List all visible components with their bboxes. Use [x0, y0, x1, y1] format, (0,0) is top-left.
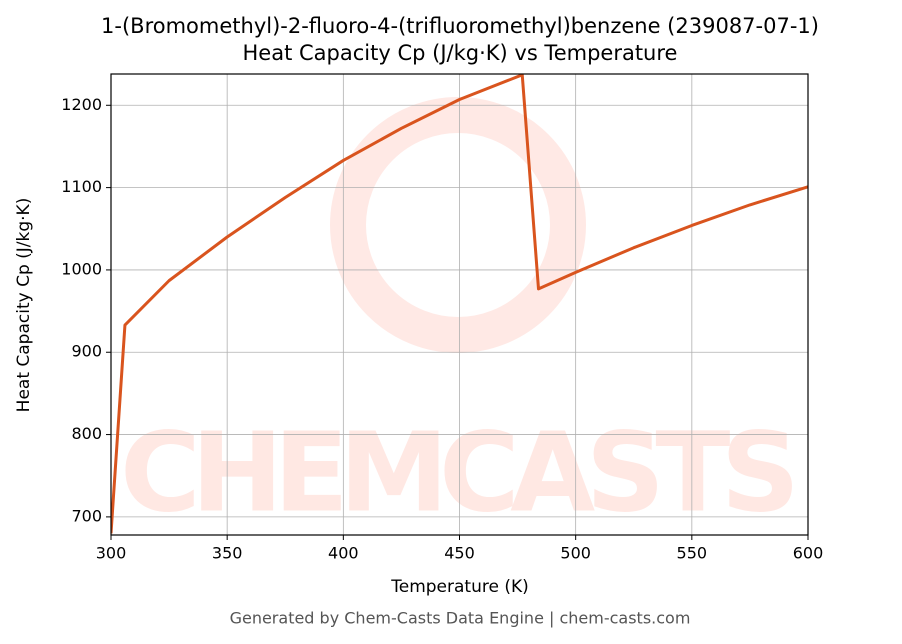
watermark: CHEMCASTS — [120, 97, 800, 536]
x-tick-label: 400 — [328, 544, 359, 563]
x-tick-label: 500 — [560, 544, 591, 563]
chart-subtitle: Heat Capacity Cp (J/kg·K) vs Temperature — [243, 41, 678, 65]
x-tick-label: 350 — [212, 544, 243, 563]
x-tick-label: 450 — [444, 544, 475, 563]
footer: Generated by Chem-Casts Data Engine | ch… — [230, 609, 691, 628]
plot-frame — [110, 73, 809, 536]
y-tick-label: 1200 — [61, 95, 102, 114]
y-tick-label: 700 — [71, 506, 102, 525]
y-tick-label: 1000 — [61, 259, 102, 278]
y-tick-label: 1100 — [61, 177, 102, 196]
x-tick-label: 600 — [793, 544, 824, 563]
x-tick-label: 550 — [677, 544, 708, 563]
y-tick-label: 900 — [71, 342, 102, 361]
watermark-logo — [330, 97, 586, 353]
chart-title: 1-(Bromomethyl)-2-fluoro-4-(trifluoromet… — [101, 14, 819, 38]
y-tick-label: 800 — [71, 424, 102, 443]
watermark-text: CHEMCASTS — [120, 408, 800, 536]
y-axis-label: Heat Capacity Cp (J/kg·K) — [14, 198, 34, 413]
x-axis-label: Temperature (K) — [390, 577, 529, 597]
x-tick-label: 300 — [96, 544, 127, 563]
data-line — [111, 74, 808, 534]
